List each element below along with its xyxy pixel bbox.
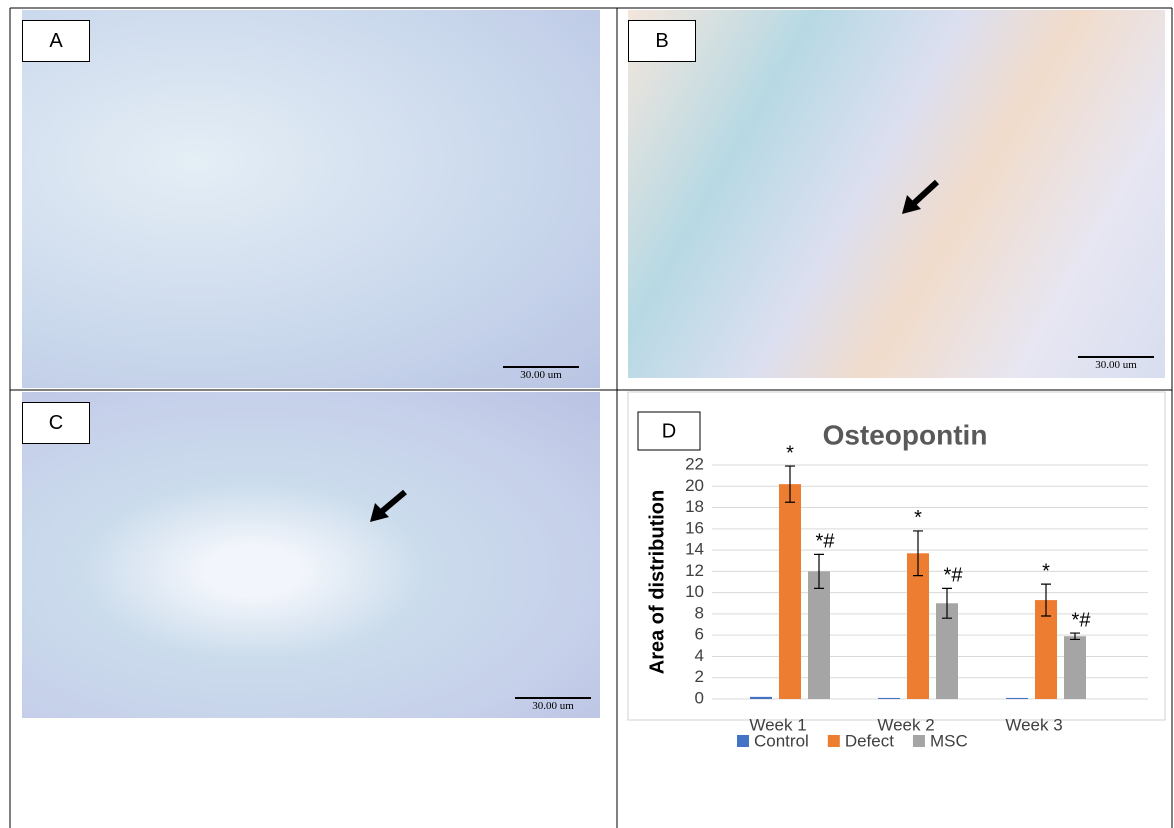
y-tick-label: 22 xyxy=(685,454,704,473)
legend-label: MSC xyxy=(930,731,968,750)
y-tick-label: 20 xyxy=(685,476,704,495)
legend-label: Control xyxy=(754,731,809,750)
annotation: * xyxy=(1042,560,1050,582)
y-axis-label: Area of distribution xyxy=(646,490,668,674)
annotation: * xyxy=(914,507,922,529)
y-tick-label: 0 xyxy=(695,688,704,707)
x-tick-label: Week 3 xyxy=(1005,715,1062,734)
annotation: *# xyxy=(944,565,964,587)
annotation: * xyxy=(786,442,794,464)
y-tick-label: 14 xyxy=(685,540,704,559)
bar xyxy=(878,698,900,699)
legend-label: Defect xyxy=(845,731,894,750)
y-tick-label: 16 xyxy=(685,518,704,537)
y-tick-label: 6 xyxy=(695,625,704,644)
bar xyxy=(779,484,801,699)
y-tick-label: 8 xyxy=(695,603,704,622)
y-tick-label: 2 xyxy=(695,667,704,686)
annotation: *# xyxy=(1072,609,1092,631)
y-tick-label: 10 xyxy=(685,582,704,601)
annotation: *# xyxy=(816,531,836,553)
y-tick-label: 18 xyxy=(685,497,704,516)
figure-frame: D Osteopontin Area of distribution 0 2 4 6 8… xyxy=(0,0,1174,828)
bar xyxy=(750,697,772,699)
bar xyxy=(808,571,830,699)
legend-swatch xyxy=(737,735,749,747)
bar xyxy=(1006,698,1028,699)
legend-swatch xyxy=(828,735,840,747)
arrow xyxy=(902,182,937,214)
legend-swatch xyxy=(913,735,925,747)
panel-label: D xyxy=(662,420,676,442)
page: A B C 30.00 um 30.00 um 30.00 um D Osteo… xyxy=(0,0,1174,828)
chart-title: Osteopontin xyxy=(823,419,988,450)
bar xyxy=(1064,636,1086,699)
y-tick-label: 12 xyxy=(685,561,704,580)
y-tick-label: 4 xyxy=(695,646,704,665)
arrow xyxy=(370,492,405,522)
